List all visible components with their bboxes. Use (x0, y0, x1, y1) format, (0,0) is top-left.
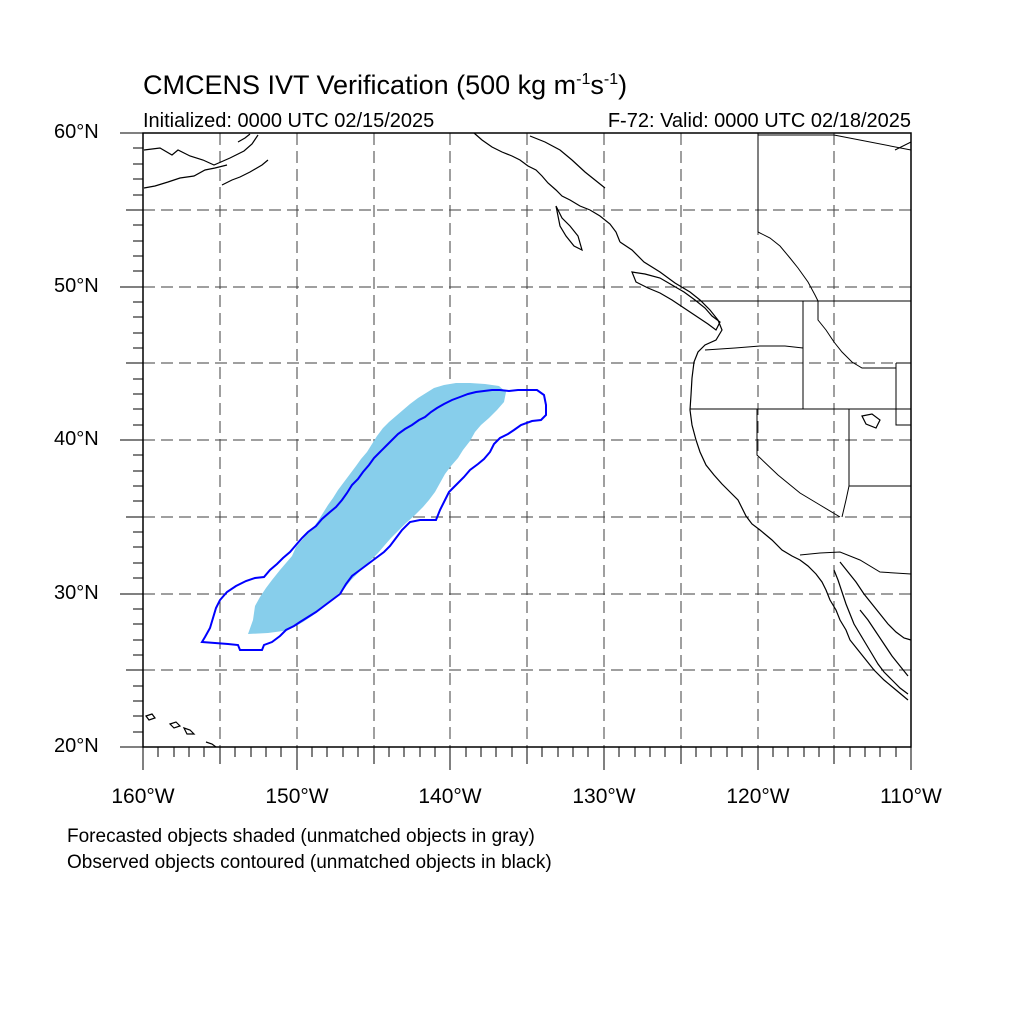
lat-label-30: 30°N (54, 582, 99, 604)
lon-label-160w: 160°W (111, 785, 175, 808)
lon-label-110w: 110°W (880, 785, 942, 808)
grid-lines (143, 133, 911, 747)
init-time-label: Initialized: 0000 UTC 02/15/2025 (143, 110, 435, 132)
valid-time-label: F-72: Valid: 0000 UTC 02/18/2025 (607, 110, 911, 132)
political-borders (690, 133, 912, 575)
lon-label-130w: 130°W (572, 785, 636, 808)
forecast-object (248, 383, 506, 634)
lat-label-40: 40°N (54, 428, 99, 450)
lat-label-20: 20°N (54, 735, 99, 757)
footnote-forecast: Forecasted objects shaded (unmatched obj… (67, 826, 535, 847)
lat-label-60: 60°N (54, 121, 99, 143)
footnote-observed: Observed objects contoured (unmatched ob… (67, 852, 552, 873)
lon-label-120w: 120°W (726, 785, 790, 808)
map-title: CMCENS IVT Verification (500 kg m-1s-1) (143, 70, 628, 100)
observed-object (200, 389, 547, 651)
lon-label-140w: 140°W (418, 785, 482, 808)
axis-ticks (120, 132, 912, 770)
lat-label-50: 50°N (54, 275, 99, 297)
coastlines (143, 132, 912, 748)
lon-label-150w: 150°W (265, 785, 329, 808)
